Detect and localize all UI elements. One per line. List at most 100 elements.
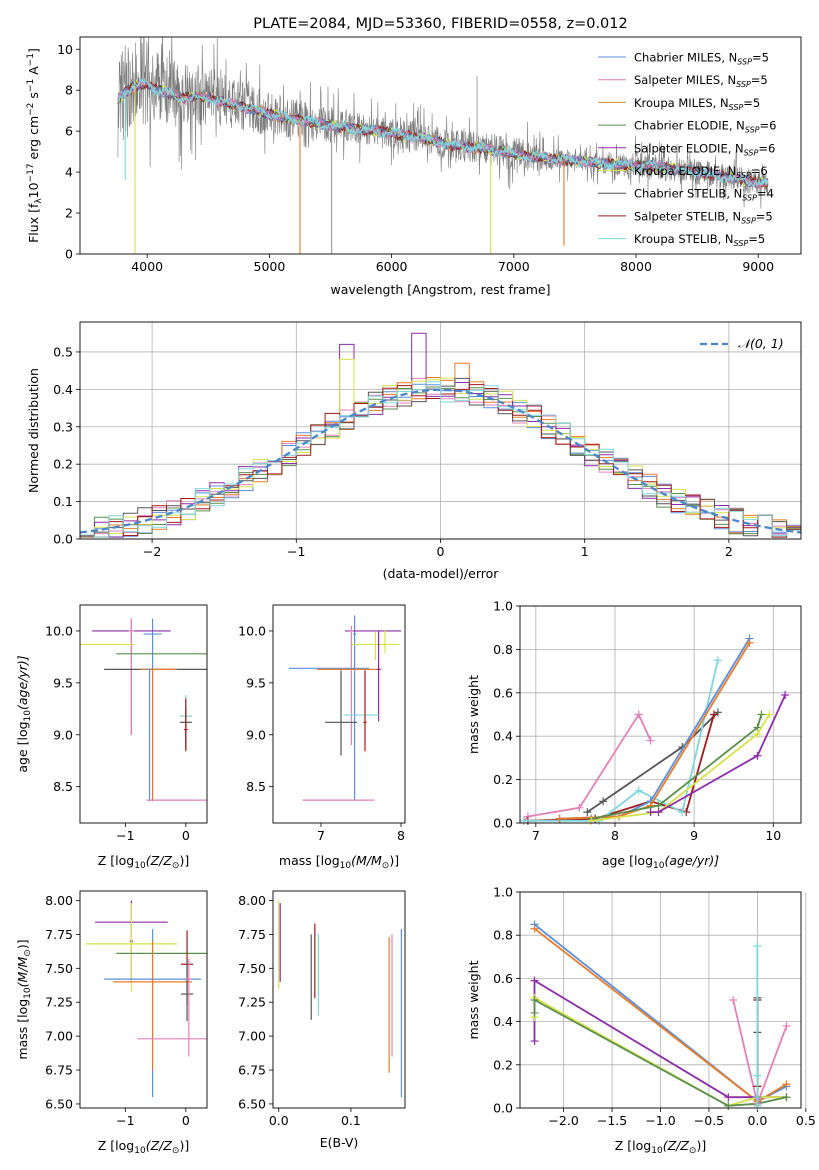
age-vs-Z-xlabel: Z [log10(Z/Z⊙)] [98,853,189,871]
residuals-ylabel: Normed distribution [26,368,41,493]
legend-label: Chabrier STELIB, NSSP=4 [634,187,774,203]
point-marker [753,1093,762,1102]
x-tick-label: 0 [182,1113,190,1128]
y-tick-label: 7.50 [238,961,266,976]
point-marker [753,751,762,760]
mass-weight-line-orange [559,642,751,820]
x-tick-label: 0 [182,828,190,843]
y-tick-label: 9.5 [53,675,73,690]
point-marker [782,1021,791,1030]
x-tick-label: 2 [725,544,733,559]
point-marker [519,816,528,825]
mw_vs_age-axes: 7 8 9 10 0.0 0.2 0.4 0.6 0.8 1.0 [493,599,801,843]
y-tick-label: 0.4 [493,1014,513,1029]
y-tick-label: 8.00 [238,893,266,908]
mw-vs-Z-xlabel: Z [log10(Z/Z⊙)] [615,1138,706,1156]
y-tick-label: 1.0 [493,885,513,900]
y-tick-label: 7.00 [45,1029,73,1044]
y-tick-label: 6.50 [45,1096,73,1111]
y-tick-label: 7.25 [238,995,266,1010]
y-tick-label: 4 [65,165,73,180]
mass-vs-Z-xlabel: Z [log10(Z/Z⊙)] [98,1138,189,1156]
y-tick-label: 0.6 [493,971,513,986]
y-tick-label: 9.5 [246,675,266,690]
y-tick-label: 10 [57,42,73,57]
mw_vs_age-frame [519,605,802,824]
y-tick-label: 0.4 [53,382,73,397]
y-tick-label: 0.0 [493,816,513,831]
legend-label: Kroupa MILES, NSSP=5 [634,96,760,112]
legend-label: Salpeter ELODIE, NSSP=6 [634,141,775,157]
y-tick-label: 0.8 [493,928,513,943]
point-marker [724,1101,733,1110]
x-tick-label: 7000 [498,259,530,274]
y-tick-label: 7.75 [238,927,266,942]
point-marker [781,690,790,699]
mass-vs-Z-ylabel: mass [log10(M/M⊙)] [15,939,33,1059]
spectrum-ylabel: Flux [fλ10−17 erg cm−2 s−1 A−1] [26,48,44,243]
y-tick-label: 9.0 [53,727,73,742]
x-tick-label: 8000 [620,259,652,274]
point-marker [765,710,774,719]
x-tick-label: −2.0 [548,1113,578,1128]
y-tick-label: 7.00 [238,1029,266,1044]
mass-weight-line-chab_miles [559,638,751,820]
point-marker [678,808,687,817]
point-marker [575,803,584,812]
y-tick-label: 8.00 [45,893,73,908]
y-tick-label: 10.0 [45,623,73,638]
point-marker [634,710,643,719]
spectrum-xlabel: wavelength [Angstrom, rest frame] [330,282,550,297]
y-tick-label: 0.5 [53,344,73,359]
point-marker [587,816,596,825]
mass_vs_Z-axes: −1 0 6.50 6.75 7.00 7.25 7.50 7.75 8.00 [45,893,207,1128]
x-tick-label: 10 [765,828,781,843]
y-tick-label: 0.6 [493,685,513,700]
legend-label: Chabrier ELODIE, NSSP=6 [634,119,776,135]
point-marker [753,1071,762,1080]
mw_vs_Z-ylabel: mass weight [466,960,481,1039]
x-tick-label: −0.5 [694,1113,724,1128]
x-tick-label: 7 [532,828,540,843]
hist-step-krou_stelib [80,381,801,538]
legend-label: Salpeter STELIB, NSSP=5 [634,209,773,225]
point-marker [530,976,539,985]
point-marker [646,808,655,817]
x-tick-label: 0 [437,544,445,559]
model-line-krou_stelib [117,77,769,188]
point-marker [753,730,762,739]
x-tick-label: 0.1 [341,1113,361,1128]
point-marker [583,808,592,817]
mass-vs-ebv-xlabel: E(B-V) [320,1135,359,1150]
residuals-axes: −2 −1 0 1 2 0.0 0.1 0.2 0.3 0.4 0.5 [53,322,801,559]
spectrum-data-line [117,37,769,209]
y-tick-label: 9.0 [246,727,266,742]
mass_vs_ebv-axes: 0.0 0.1 6.50 6.75 7.00 7.25 7.50 7.75 8.00 [238,893,402,1128]
x-tick-label: 9000 [742,259,774,274]
y-tick-label: 8 [65,83,73,98]
x-tick-label: 8 [397,828,405,843]
mass_vs_ebv-frame [272,890,406,1109]
x-tick-label: 4000 [131,259,163,274]
age-vs-Z-ylabel: age [log10(age/yr)] [15,655,33,772]
legend-label: Chabrier MILES, NSSP=5 [634,51,769,67]
mw_vs_Z-frame [519,891,802,1109]
x-tick-label: −1 [116,828,134,843]
x-tick-label: −1.0 [645,1113,675,1128]
age_vs_Z-axes: −1 0 8.5 9.0 9.5 10.0 [45,618,207,843]
y-tick-label: 10.0 [238,623,266,638]
x-tick-label: 0.0 [747,1113,767,1128]
legend-label: 𝒩(0, 1) [738,336,784,351]
point-marker [745,638,754,647]
point-marker [530,996,539,1004]
mass-weight-line-krou_elodie [591,714,771,822]
y-tick-label: 6.75 [238,1063,266,1078]
y-tick-label: 6.50 [238,1096,266,1111]
y-tick-label: 0.2 [493,1057,513,1072]
y-tick-label: 7.25 [45,995,73,1010]
point-marker [599,797,608,806]
point-marker [709,710,718,719]
mass-weight-line-salp_miles [523,712,652,822]
mw_vs_Z-axes: −2.0 −1.5 −1.0 −0.5 0.0 0.5 0.0 0.2 0.4 0.6 0.8 1.0 [493,885,816,1129]
mw-vs-age-xlabel: age [log10(age/yr)] [602,853,719,871]
